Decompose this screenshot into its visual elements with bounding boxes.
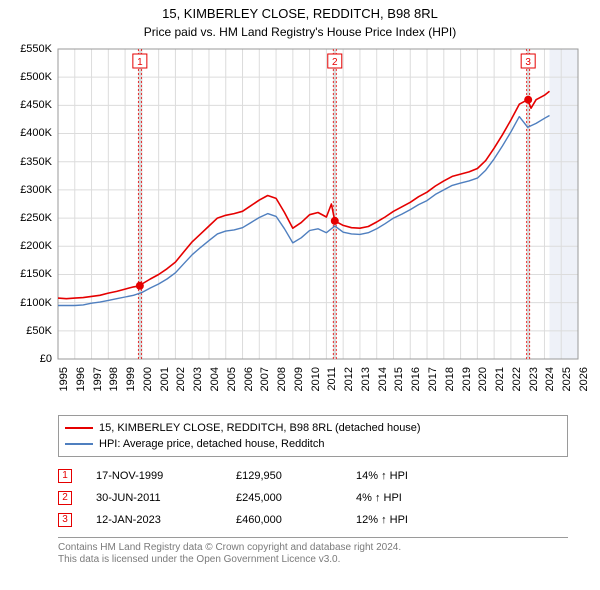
footer-line: This data is licensed under the Open Gov… [58, 554, 568, 567]
event-price: £129,950 [236, 470, 356, 482]
legend-swatch-icon [65, 443, 93, 445]
legend-item: 15, KIMBERLEY CLOSE, REDDITCH, B98 8RL (… [65, 420, 561, 436]
event-price: £460,000 [236, 514, 356, 526]
event-price: £245,000 [236, 492, 356, 504]
legend-item: HPI: Average price, detached house, Redd… [65, 436, 561, 452]
event-marker-icon: 1 [58, 469, 72, 483]
legend-label: HPI: Average price, detached house, Redd… [99, 438, 324, 450]
event-date: 17-NOV-1999 [96, 470, 236, 482]
legend-label: 15, KIMBERLEY CLOSE, REDDITCH, B98 8RL (… [99, 422, 421, 434]
event-row: 2 30-JUN-2011 £245,000 4% ↑ HPI [58, 487, 568, 509]
event-date: 12-JAN-2023 [96, 514, 236, 526]
event-pct: 12% ↑ HPI [356, 514, 476, 526]
event-row: 1 17-NOV-1999 £129,950 14% ↑ HPI [58, 465, 568, 487]
event-date: 30-JUN-2011 [96, 492, 236, 504]
svg-text:3: 3 [525, 57, 531, 68]
svg-text:2: 2 [332, 57, 338, 68]
svg-text:1: 1 [137, 57, 143, 68]
event-marker-icon: 3 [58, 513, 72, 527]
event-table: 1 17-NOV-1999 £129,950 14% ↑ HPI 2 30-JU… [58, 465, 568, 531]
footer-line: Contains HM Land Registry data © Crown c… [58, 542, 568, 555]
event-marker-icon: 2 [58, 491, 72, 505]
event-pct: 4% ↑ HPI [356, 492, 476, 504]
event-row: 3 12-JAN-2023 £460,000 12% ↑ HPI [58, 509, 568, 531]
legend-swatch-icon [65, 427, 93, 429]
event-pct: 14% ↑ HPI [356, 470, 476, 482]
legend: 15, KIMBERLEY CLOSE, REDDITCH, B98 8RL (… [58, 415, 568, 457]
price-chart: £0£50K£100K£150K£200K£250K£300K£350K£400… [8, 45, 592, 405]
page-subtitle: Price paid vs. HM Land Registry's House … [8, 25, 592, 39]
footer-attribution: Contains HM Land Registry data © Crown c… [58, 537, 568, 567]
page-title: 15, KIMBERLEY CLOSE, REDDITCH, B98 8RL [8, 6, 592, 23]
